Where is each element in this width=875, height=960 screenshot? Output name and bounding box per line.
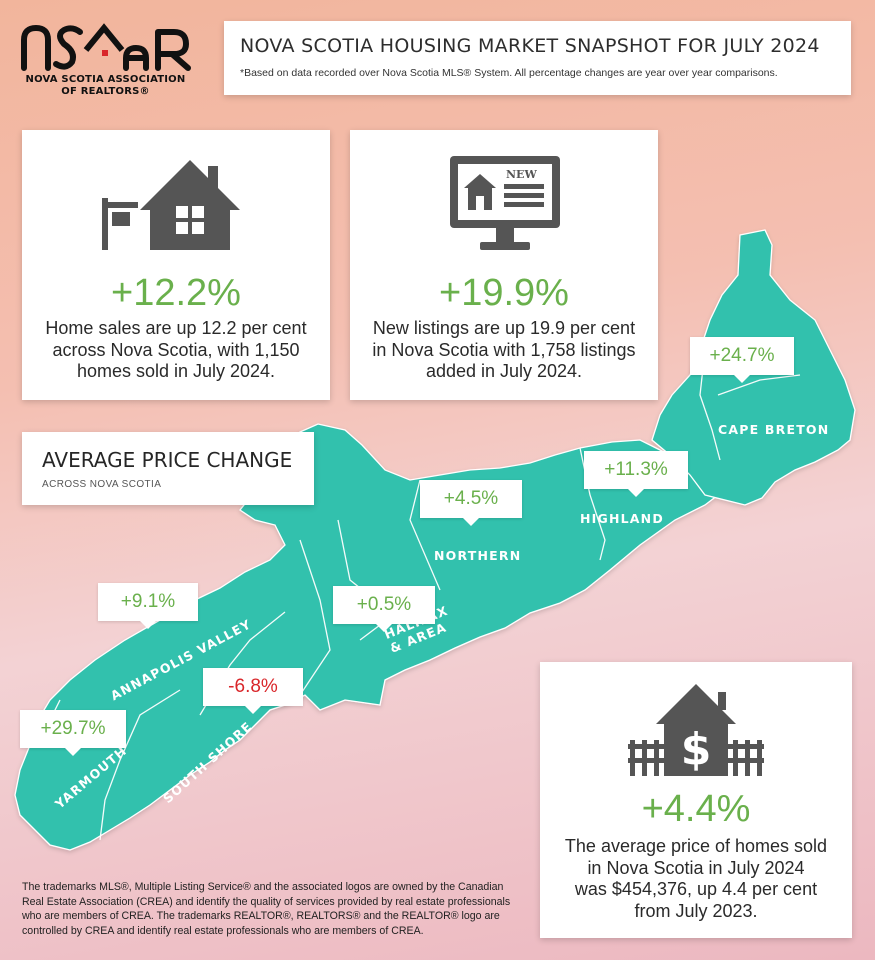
disclaimer-line: who are members of CREA. The trademarks … — [22, 910, 500, 922]
title-card: NOVA SCOTIA HOUSING MARKET SNAPSHOT FOR … — [224, 21, 851, 95]
home-sales-card: +12.2% Home sales are up 12.2 per cent a… — [22, 130, 330, 400]
home-sales-percent: +12.2% — [111, 272, 241, 314]
disclaimer-line: controlled by CREA and identify real est… — [22, 924, 424, 937]
home-sales-desc-line: Home sales are up 12.2 per cent — [45, 318, 307, 338]
monitor-new-listing-icon: NEW — [450, 156, 560, 250]
map-mainland — [14, 423, 719, 851]
region-change-cape-breton: +24.7% — [690, 337, 794, 383]
average-price-desc-line: in Nova Scotia in July 2024 — [587, 857, 805, 878]
home-sales-desc-line: homes sold in July 2024. — [76, 361, 276, 381]
region-label-northern: NORTHERN — [434, 548, 522, 563]
region-change-highland: +11.3% — [584, 451, 688, 497]
region-change-annapolis-valley: +9.1% — [98, 583, 198, 629]
association-line-2: OF REALTORS® — [61, 86, 150, 97]
average-price-description: The average price of homes sold in Nova … — [540, 836, 852, 922]
association-line-1: NOVA SCOTIA ASSOCIATION — [25, 74, 186, 85]
region-change-halifax: +0.5% — [333, 586, 435, 632]
trademark-disclaimer: The trademarks MLS®, Multiple Listing Se… — [22, 880, 532, 938]
region-change-south-shore: -6.8% — [203, 668, 303, 714]
association-name: NOVA SCOTIA ASSOCIATION OF REALTORS® — [18, 74, 193, 98]
new-listings-desc-line: New listings are up 19.9 per cent — [372, 318, 636, 338]
page-title: NOVA SCOTIA HOUSING MARKET SNAPSHOT FOR … — [240, 35, 820, 57]
average-price-percent: +4.4% — [641, 788, 751, 830]
new-listings-desc-line: in Nova Scotia with 1,758 listings — [372, 339, 636, 360]
new-listings-description: New listings are up 19.9 per cent in Nov… — [350, 318, 658, 383]
home-sales-description: Home sales are up 12.2 per cent across N… — [22, 318, 330, 383]
region-label-cape-breton: CAPE BRETON — [718, 422, 830, 437]
disclaimer-line: The trademarks MLS®, Multiple Listing Se… — [22, 881, 504, 893]
average-price-change-card: AVERAGE PRICE CHANGE ACROSS NOVA SCOTIA — [22, 432, 314, 505]
svg-text:$: $ — [681, 724, 712, 775]
average-price-desc-line: from July 2023. — [634, 900, 758, 921]
house-dollar-icon: $ — [628, 684, 764, 776]
svg-text:NEW: NEW — [506, 168, 537, 181]
home-sales-desc-line: across Nova Scotia, with 1,150 — [52, 339, 300, 360]
average-price-heading: AVERAGE PRICE CHANGE — [42, 448, 293, 472]
average-price-subheading: ACROSS NOVA SCOTIA — [42, 479, 162, 490]
region-label-highland: HIGHLAND — [580, 511, 664, 526]
new-listings-card: NEW +19.9% New listings are up 19.9 per … — [350, 130, 658, 400]
page-subtitle: *Based on data recorded over Nova Scotia… — [240, 67, 778, 79]
house-for-sale-icon — [102, 160, 240, 250]
new-listings-desc-line: added in July 2024. — [425, 361, 583, 381]
nsar-logo: NOVA SCOTIA ASSOCIATION OF REALTORS® — [18, 20, 193, 105]
average-price-card: $ +4.4% The average price of homes sold … — [540, 662, 852, 938]
average-price-desc-line: was $454,376, up 4.4 per cent — [574, 879, 818, 899]
region-change-yarmouth: +29.7% — [20, 710, 126, 756]
nsar-wordmark-logo — [21, 23, 191, 71]
average-price-desc-line: The average price of homes sold — [564, 836, 828, 856]
new-listings-percent: +19.9% — [439, 272, 569, 314]
region-change-northern: +4.5% — [420, 480, 522, 526]
disclaimer-line: Real Estate Association (CREA) and ident… — [22, 895, 511, 908]
